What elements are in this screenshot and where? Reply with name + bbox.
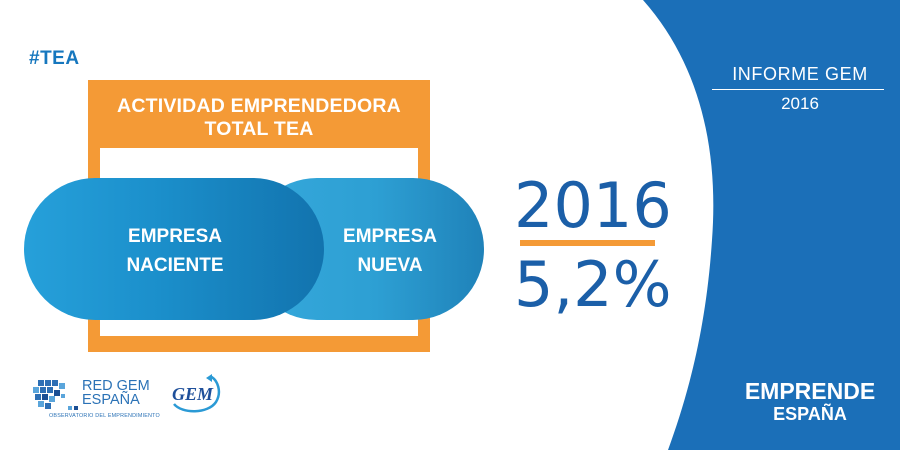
stat-year: 2016 xyxy=(514,169,672,242)
redgem-subtitle: OBSERVATORIO DEL EMPRENDIMIENTO xyxy=(49,413,160,419)
brand-line2: ESPAÑA xyxy=(773,404,847,424)
redgem-line2: ESPAÑA xyxy=(82,392,140,408)
stat-divider xyxy=(520,240,655,246)
pill-label-nueva-line2: NUEVA xyxy=(357,255,423,276)
report-divider xyxy=(712,89,884,90)
brand-line1: EMPRENDE xyxy=(744,378,876,404)
pill-label-naciente-line1: EMPRESA xyxy=(128,226,222,247)
pill-label-naciente-line2: NACIENTE xyxy=(126,255,224,276)
gem-logo-icon xyxy=(173,374,221,413)
report-title: INFORME GEM xyxy=(732,64,868,84)
hashtag-tea: #TEA xyxy=(29,48,80,69)
pill-empresa-naciente xyxy=(24,178,324,320)
report-year: 2016 xyxy=(781,94,819,113)
frame-title: ACTIVIDAD EMPRENDEDORA TOTAL TEA xyxy=(117,95,401,140)
pill-label-nueva: EMPRESA NUEVA xyxy=(322,222,458,280)
pill-label-naciente: EMPRESA NACIENTE xyxy=(90,222,260,280)
stat-value: 5,2% xyxy=(514,248,672,321)
redgem-line1: RED GEM xyxy=(82,378,150,394)
gem-logo-text: GEM xyxy=(172,384,214,404)
pill-label-nueva-line1: EMPRESA xyxy=(343,226,437,247)
red-gem-logo-icon xyxy=(33,380,78,410)
